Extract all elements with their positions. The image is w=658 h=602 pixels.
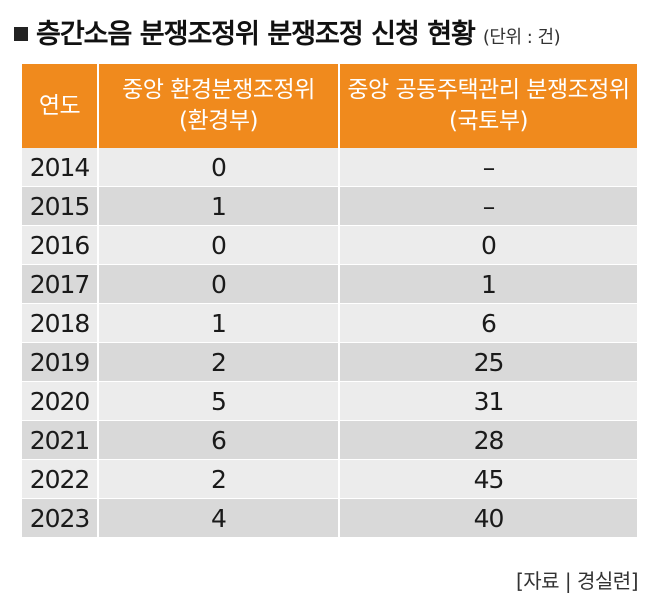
cell-housing-count: 0	[338, 226, 637, 264]
cell-env-count: 2	[97, 460, 338, 498]
square-bullet-icon	[14, 27, 28, 41]
source-label: [자료 | 경실련]	[515, 569, 639, 593]
table-row: 2019 2 25	[22, 343, 637, 382]
cell-year: 2015	[29, 191, 91, 221]
table-row: 2018 1 6	[22, 304, 637, 343]
cell-env-count: 1	[97, 304, 338, 342]
cell-year: 2018	[29, 308, 91, 338]
cell-year: 2019	[29, 347, 91, 377]
table-row: 2020 5 31	[22, 382, 637, 421]
cell-housing-count: 28	[338, 421, 637, 459]
header-housing-committee: 중앙 공동주택관리 분쟁조정위 (국토부)	[338, 64, 637, 148]
cell-housing-count: –	[338, 187, 637, 225]
table-row: 2016 0 0	[22, 226, 637, 265]
cell-year: 2022	[29, 464, 91, 494]
header-env-line1: 중앙 환경분쟁조정위	[122, 77, 315, 103]
cell-year: 2021	[29, 425, 91, 455]
table-header: 연도 중앙 환경분쟁조정위 (환경부) 중앙 공동주택관리 분쟁조정위 (국토부…	[22, 64, 637, 148]
cell-housing-count: 40	[338, 499, 637, 537]
unit-label: (단위 : 건)	[482, 27, 561, 48]
cell-env-count: 0	[97, 148, 338, 186]
table-row: 2022 2 45	[22, 460, 637, 499]
cell-env-count: 2	[97, 343, 338, 381]
cell-env-count: 5	[97, 382, 338, 420]
cell-housing-count: 25	[338, 343, 637, 381]
header-housing-line2: (국토부)	[449, 108, 528, 134]
header-year: 연도	[38, 92, 81, 119]
cell-housing-count: 31	[338, 382, 637, 420]
cell-env-count: 6	[97, 421, 338, 459]
table-row: 2017 0 1	[22, 265, 637, 304]
cell-year: 2020	[29, 386, 91, 416]
cell-housing-count: 6	[338, 304, 637, 342]
header-housing-line1: 중앙 공동주택관리 분쟁조정위	[347, 77, 630, 103]
cell-housing-count: –	[338, 148, 637, 186]
table-row: 2023 4 40	[22, 499, 637, 538]
cell-env-count: 0	[97, 226, 338, 264]
header-env-committee: 중앙 환경분쟁조정위 (환경부)	[97, 64, 338, 148]
cell-env-count: 4	[97, 499, 338, 537]
cell-housing-count: 45	[338, 460, 637, 498]
header-env-line2: (환경부)	[179, 108, 258, 134]
data-table: 연도 중앙 환경분쟁조정위 (환경부) 중앙 공동주택관리 분쟁조정위 (국토부…	[22, 64, 637, 538]
cell-year: 2014	[29, 152, 91, 182]
table-body: 2014 0–2015 1–2016 0 0 2017 0 1 2018 1 6 2019 2 25 202…	[22, 148, 637, 538]
cell-year: 2017	[29, 269, 91, 299]
cell-year: 2023	[29, 503, 91, 533]
cell-env-count: 0	[97, 265, 338, 303]
chart-title: 층간소음 분쟁조정위 분쟁조정 신청 현황	[36, 19, 476, 50]
cell-env-count: 1	[97, 187, 338, 225]
title-row: 층간소음 분쟁조정위 분쟁조정 신청 현황 (단위 : 건)	[14, 12, 561, 51]
cell-year: 2016	[29, 230, 91, 260]
table-row: 2021 6 28	[22, 421, 637, 460]
table-row: 2014 0–	[22, 148, 637, 187]
table-row: 2015 1–	[22, 187, 637, 226]
cell-housing-count: 1	[338, 265, 637, 303]
